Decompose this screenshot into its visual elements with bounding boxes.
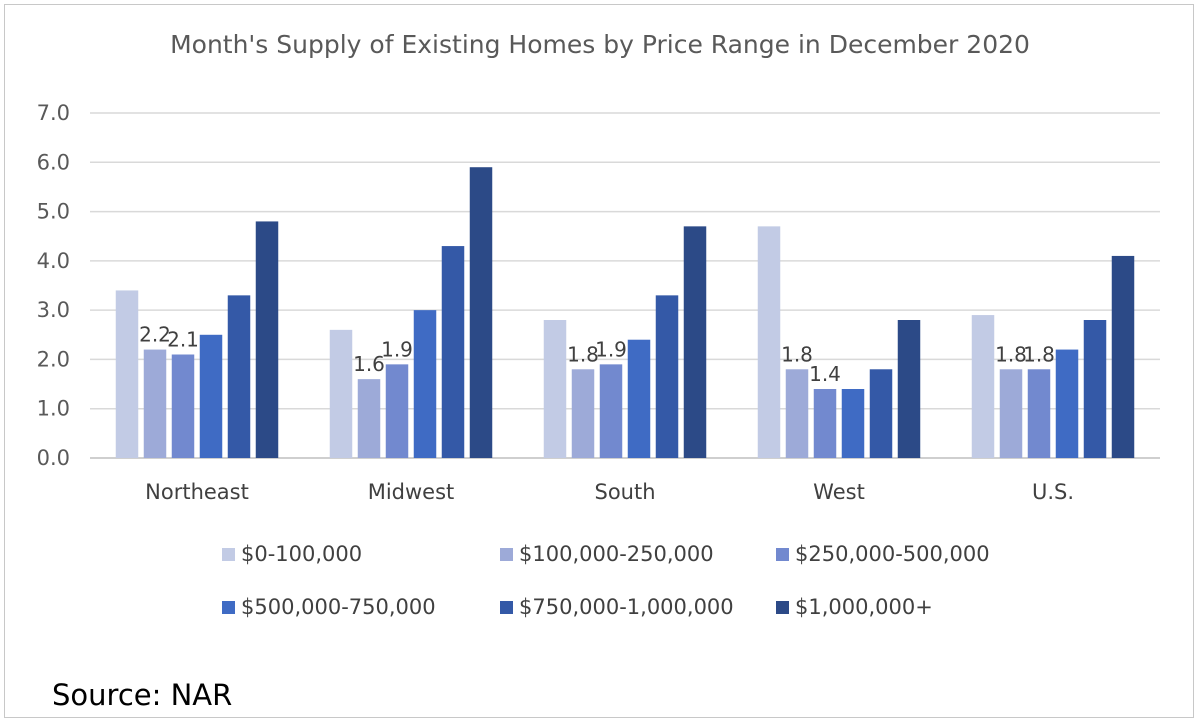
x-category-label: U.S. [1032, 480, 1074, 504]
bar [999, 369, 1023, 458]
bar [813, 389, 837, 458]
bar [255, 221, 279, 458]
bar [199, 334, 223, 458]
data-label: 1.4 [809, 362, 841, 386]
legend-swatch [500, 600, 513, 614]
bar [143, 349, 167, 458]
data-label: 1.9 [381, 337, 413, 361]
y-tick-label: 6.0 [37, 150, 70, 174]
y-tick-label: 1.0 [37, 397, 70, 421]
data-label: 1.8 [995, 342, 1027, 366]
bar [115, 290, 139, 458]
legend-label: $250,000-500,000 [795, 542, 990, 566]
bar [757, 226, 781, 458]
data-label: 1.8 [567, 342, 599, 366]
chart-title: Month's Supply of Existing Homes by Pric… [170, 30, 1030, 59]
legend-swatch [776, 600, 789, 614]
data-label: 1.9 [595, 337, 627, 361]
bar [1111, 255, 1135, 458]
x-category-label: South [594, 480, 655, 504]
legend-item: $1,000,000+ [776, 595, 933, 619]
bar [385, 364, 409, 458]
bar [227, 295, 251, 458]
y-tick-label: 7.0 [37, 101, 70, 125]
bar [571, 369, 595, 458]
legend-item: $250,000-500,000 [776, 542, 990, 566]
bar [171, 354, 195, 458]
bar [1083, 320, 1107, 458]
bar [599, 364, 623, 458]
bar [655, 295, 679, 458]
bar [469, 167, 493, 458]
bar [869, 369, 893, 458]
bar [329, 329, 353, 458]
legend-label: $100,000-250,000 [519, 542, 714, 566]
bar [897, 320, 921, 458]
legend-swatch [222, 547, 235, 561]
legend-label: $500,000-750,000 [241, 595, 436, 619]
legend-swatch [776, 547, 789, 561]
bar [413, 310, 437, 458]
data-label: 1.8 [1023, 342, 1055, 366]
legend-label: $0-100,000 [241, 542, 363, 566]
legend-label: $750,000-1,000,000 [519, 595, 734, 619]
bar [543, 320, 567, 458]
legend-item: $500,000-750,000 [222, 595, 436, 619]
bar [1027, 369, 1051, 458]
bar [627, 339, 651, 458]
data-label: 1.8 [781, 342, 813, 366]
bar [357, 379, 381, 458]
y-tick-label: 2.0 [37, 347, 70, 371]
source-note: Source: NAR [52, 678, 233, 712]
x-category-label: Midwest [368, 480, 455, 504]
legend-item: $750,000-1,000,000 [500, 595, 734, 619]
x-category-label: West [813, 480, 865, 504]
data-label: 2.1 [167, 328, 199, 352]
bar [785, 369, 809, 458]
bar [683, 226, 707, 458]
bar [1055, 349, 1079, 458]
legend-item: $0-100,000 [222, 542, 362, 566]
y-tick-label: 5.0 [37, 200, 70, 224]
x-category-label: Northeast [145, 480, 249, 504]
legend-label: $1,000,000+ [795, 595, 933, 619]
y-tick-label: 0.0 [37, 446, 70, 470]
legend-item: $100,000-250,000 [500, 542, 714, 566]
y-tick-label: 3.0 [37, 298, 70, 322]
data-label: 1.6 [353, 352, 385, 376]
legend-swatch [222, 600, 235, 614]
bar [971, 315, 995, 458]
bar [441, 246, 465, 458]
data-label: 2.2 [139, 323, 171, 347]
y-tick-label: 4.0 [37, 249, 70, 273]
legend-swatch [500, 547, 513, 561]
bar [841, 389, 865, 458]
